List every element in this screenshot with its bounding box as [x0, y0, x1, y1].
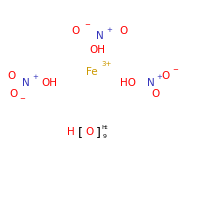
Text: −: − — [173, 67, 179, 73]
Text: HO: HO — [120, 78, 136, 88]
Text: 3+: 3+ — [102, 61, 112, 67]
Text: OH: OH — [89, 45, 105, 55]
Text: ht: ht — [102, 125, 108, 130]
Text: Fe: Fe — [86, 67, 98, 77]
Text: N: N — [96, 31, 104, 41]
Text: OH: OH — [41, 78, 57, 88]
Text: −: − — [20, 96, 26, 102]
Text: O: O — [72, 26, 80, 36]
Text: O: O — [7, 71, 15, 81]
Text: O: O — [9, 89, 17, 99]
Text: [: [ — [78, 127, 83, 140]
Text: +: + — [156, 74, 162, 80]
Text: N: N — [147, 78, 155, 88]
Text: ]: ] — [96, 127, 100, 140]
Text: +: + — [106, 27, 112, 33]
Text: +: + — [32, 74, 38, 80]
Text: H: H — [67, 127, 75, 137]
Text: O: O — [162, 71, 170, 81]
Text: O: O — [85, 127, 93, 137]
Text: 9: 9 — [103, 134, 107, 139]
Text: N: N — [22, 78, 30, 88]
Text: O: O — [151, 89, 159, 99]
Text: −: − — [84, 22, 90, 28]
Text: O: O — [119, 26, 127, 36]
